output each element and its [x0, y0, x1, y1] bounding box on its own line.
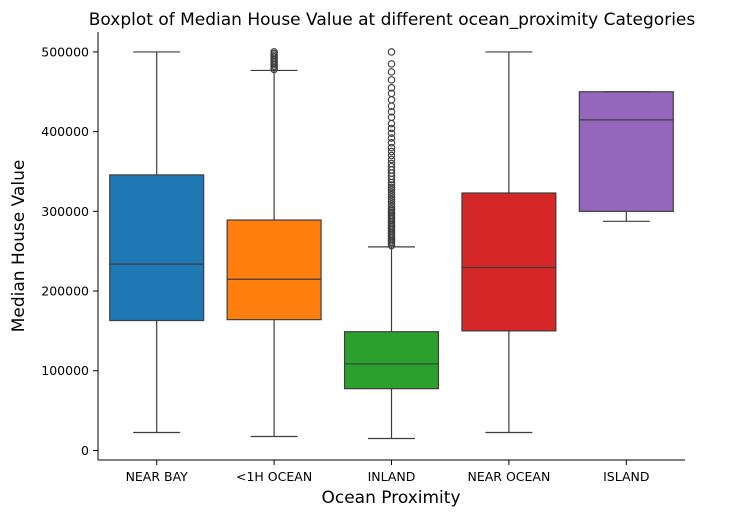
flier-inland: [387, 202, 396, 211]
y-tick-label: 300000: [41, 204, 89, 219]
flier-inland: [387, 205, 396, 213]
y-tick-label: 500000: [41, 44, 89, 59]
chart-title: Boxplot of Median House Value at differe…: [89, 10, 696, 30]
box-near-ocean: [461, 192, 557, 332]
y-tick-label: 100000: [41, 363, 89, 378]
x-tick-label-1h-ocean: <1H OCEAN: [236, 469, 312, 484]
x-tick-label-near-ocean: NEAR OCEAN: [467, 469, 550, 484]
box-island: [578, 91, 674, 212]
flier-inland: [387, 195, 396, 204]
x-axis-label: Ocean Proximity: [321, 488, 460, 508]
flier-inland: [387, 190, 396, 199]
flier-inland: [387, 193, 396, 201]
flier-inland: [387, 183, 396, 192]
y-tick-label: 400000: [41, 124, 89, 139]
flier-inland: [387, 162, 396, 171]
flier-inland: [387, 186, 396, 194]
flier-inland: [387, 129, 396, 137]
flier-inland: [387, 76, 396, 84]
flier-inland: [387, 181, 396, 189]
flier-inland: [387, 119, 396, 128]
flier-inland: [387, 188, 396, 196]
y-tick-label: 200000: [41, 284, 89, 299]
flier-inland: [387, 68, 396, 76]
box-inland: [343, 331, 440, 390]
y-axis-label: Median House Value: [9, 160, 29, 333]
y-tick-label: 0: [81, 443, 89, 458]
flier-inland: [387, 48, 396, 56]
flier-inland: [387, 107, 396, 116]
x-tick-label-inland: INLAND: [368, 469, 416, 484]
flier-inland: [387, 159, 396, 168]
flier-inland: [387, 143, 396, 152]
box-near-bay: [109, 174, 205, 322]
box-1h-ocean: [226, 219, 322, 321]
flier-inland: [387, 200, 396, 208]
flier-inland: [387, 60, 396, 68]
flier-inland: [387, 124, 396, 133]
flier-inland: [387, 198, 396, 206]
flier-inland: [387, 84, 396, 92]
flier-inland: [387, 155, 396, 164]
flier-1h-ocean: [270, 48, 278, 56]
plot-area: 0 100000 200000 300000 400000 500000 NEAR BAY <…: [41, 32, 685, 484]
x-tick-label-island: ISLAND: [603, 469, 649, 484]
flier-inland: [387, 95, 396, 104]
flier-inland: [387, 113, 396, 122]
flier-inland: [387, 151, 396, 160]
x-tick-label-near-bay: NEAR BAY: [126, 469, 189, 484]
flier-inland: [387, 89, 396, 98]
flier-inland: [387, 134, 396, 142]
flier-inland: [387, 147, 396, 156]
flier-inland: [387, 139, 396, 147]
